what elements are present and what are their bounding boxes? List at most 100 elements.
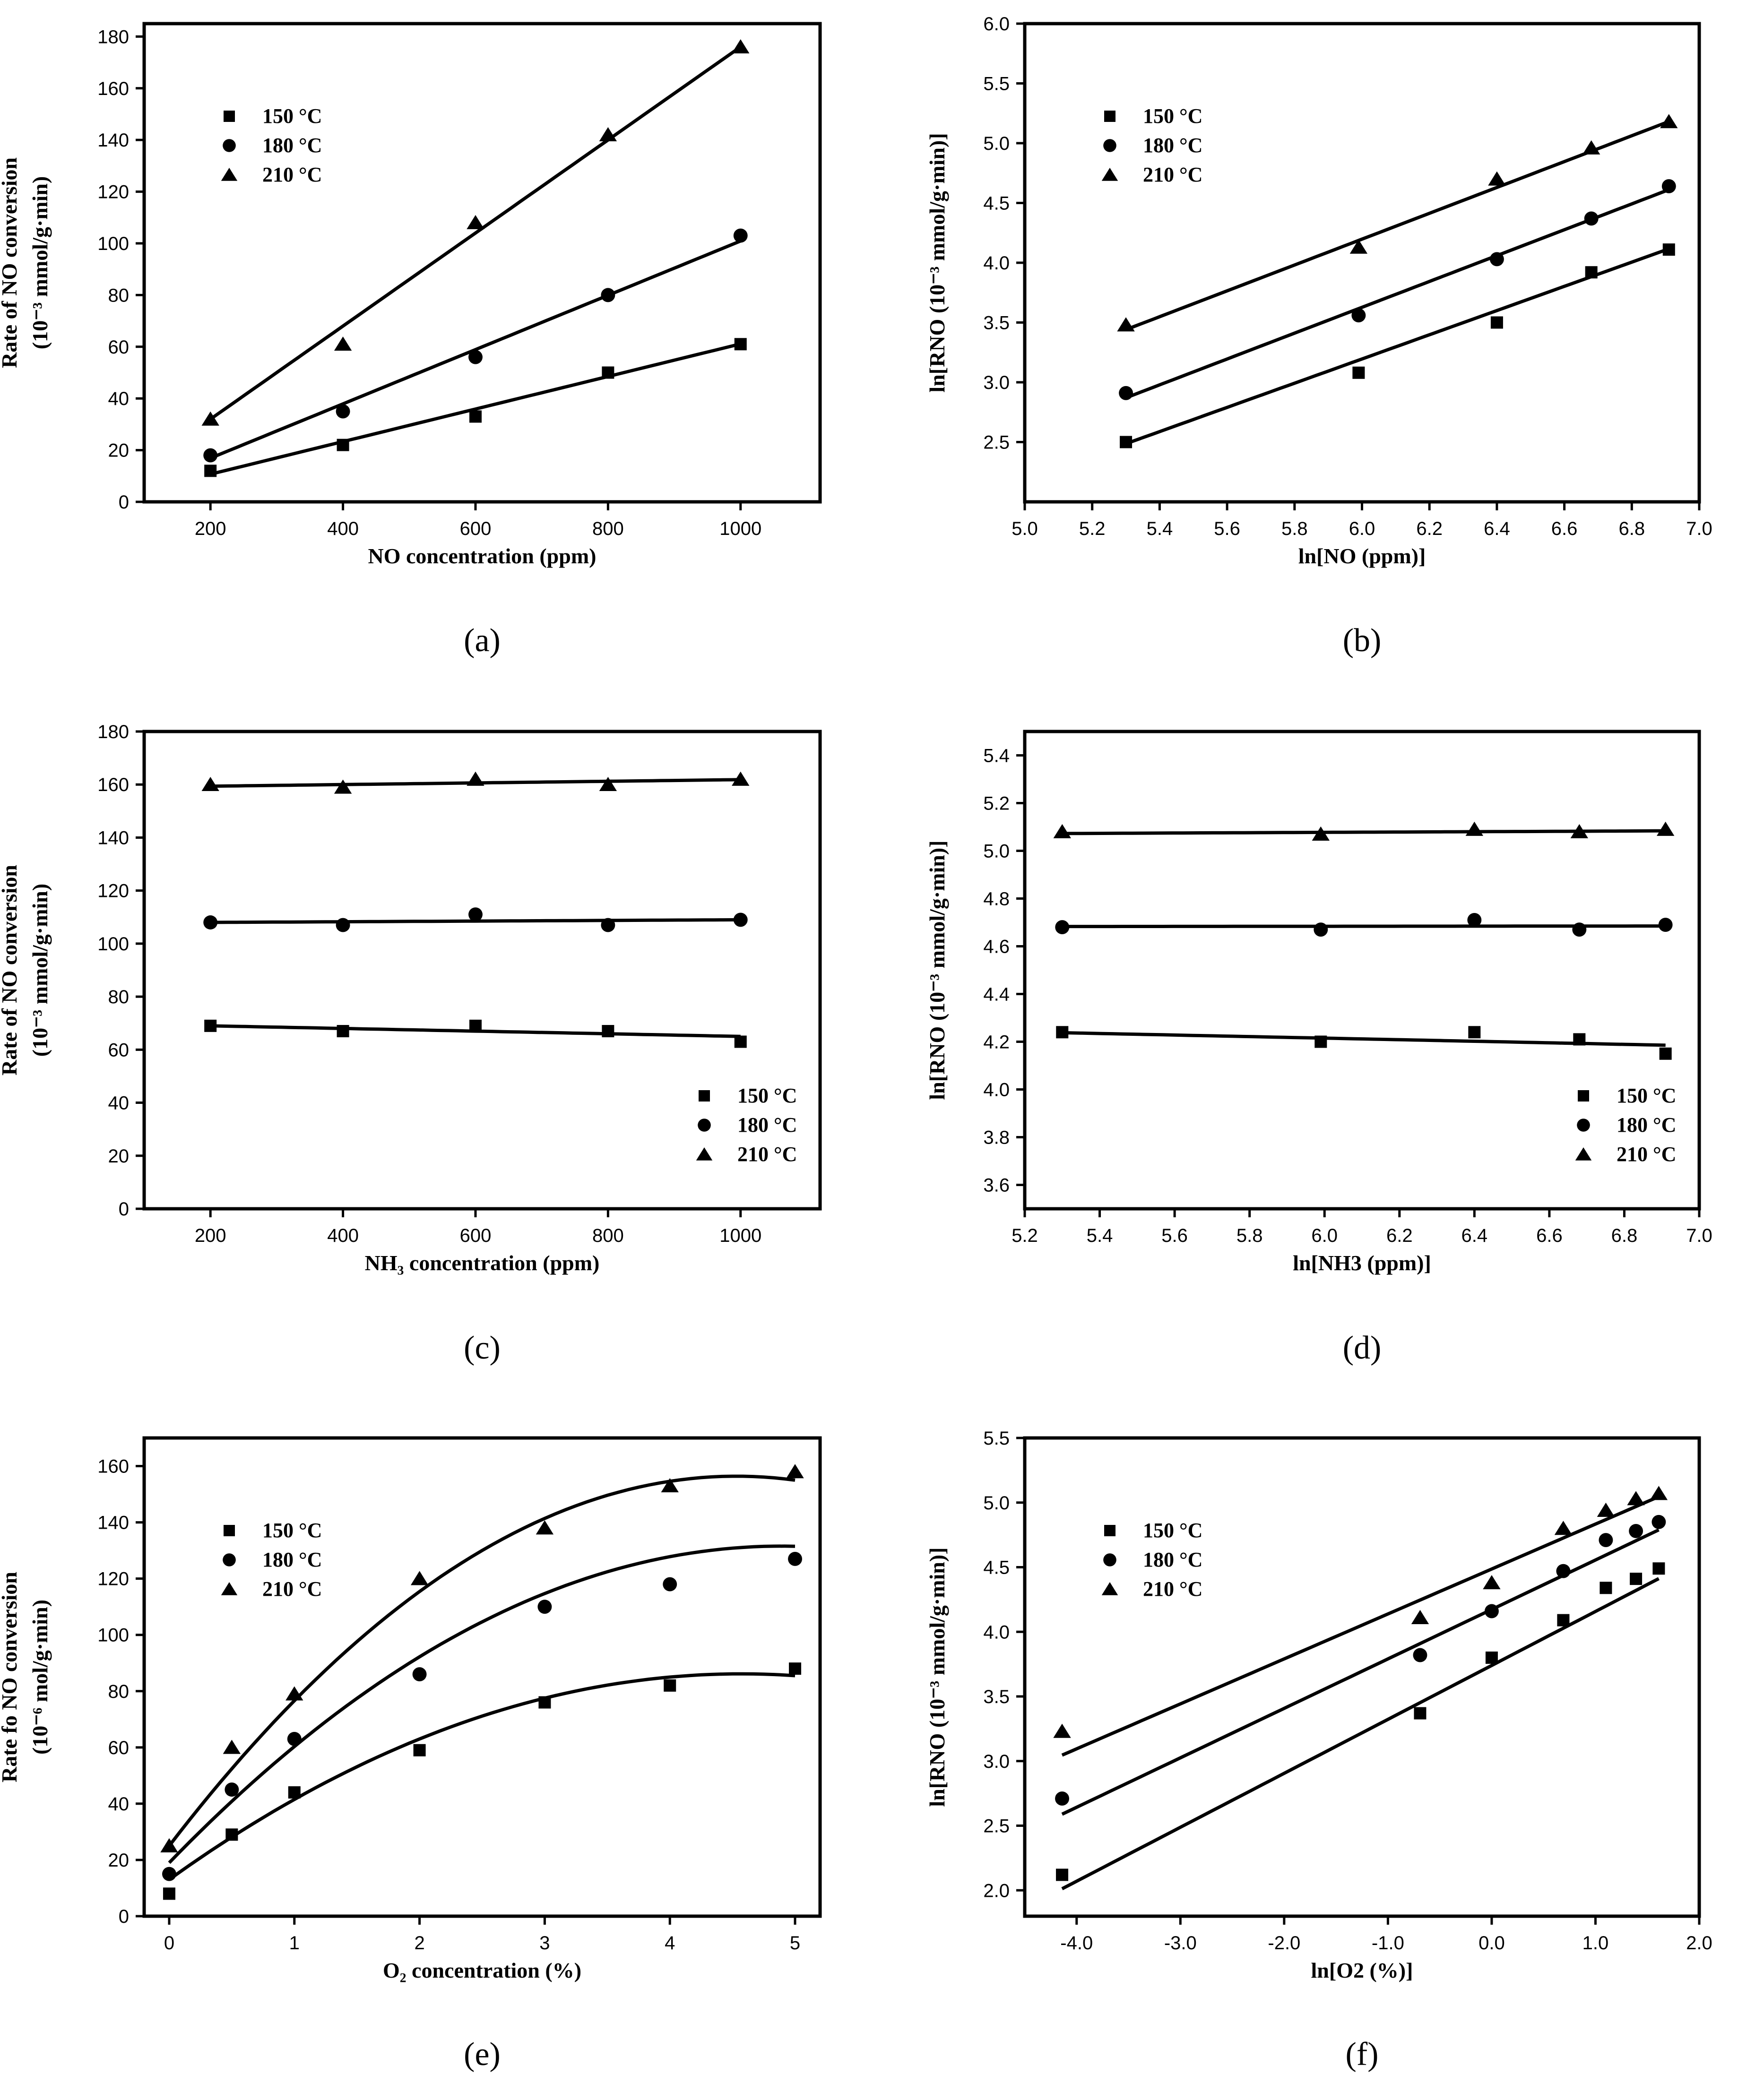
y-tick-label: 5.0 bbox=[983, 841, 1010, 862]
fit-line bbox=[1061, 1577, 1660, 1891]
plot-frame bbox=[142, 22, 822, 504]
data-point bbox=[204, 1019, 217, 1032]
legend-label: 150 °C bbox=[1143, 1519, 1202, 1542]
legend-label: 150 °C bbox=[737, 1084, 797, 1107]
data-point bbox=[334, 336, 352, 351]
legend: 150 °C 180 °C 210 °C bbox=[696, 1084, 797, 1166]
plot-frame bbox=[1023, 1436, 1701, 1918]
data-point bbox=[601, 288, 615, 302]
legend-marker bbox=[699, 1090, 710, 1102]
data-point bbox=[601, 918, 615, 932]
y-tick-label: 4.4 bbox=[983, 984, 1010, 1005]
data-point bbox=[201, 776, 219, 792]
y-tick-label: 0 bbox=[119, 1906, 129, 1927]
data-point bbox=[1411, 1609, 1429, 1624]
legend-label: 210 °C bbox=[1617, 1143, 1676, 1166]
data-point bbox=[1055, 920, 1070, 935]
series-1 bbox=[162, 1544, 802, 1881]
legend-marker bbox=[224, 111, 235, 122]
x-tick-label: 5.2 bbox=[1012, 1225, 1038, 1246]
legend-marker bbox=[1103, 139, 1116, 152]
data-point bbox=[1660, 114, 1678, 129]
series-2 bbox=[1053, 821, 1675, 841]
x-tick-label: 5.2 bbox=[1079, 518, 1106, 539]
data-point bbox=[1053, 1723, 1071, 1738]
y-axis-label: Rate fo NO conversion bbox=[0, 1572, 21, 1782]
legend-label: 210 °C bbox=[737, 1143, 797, 1166]
data-point bbox=[412, 1667, 427, 1681]
x-axis-label: ln[O2 (%)] bbox=[1311, 1958, 1413, 1982]
series-1 bbox=[1055, 1515, 1666, 1816]
data-point bbox=[1572, 922, 1587, 937]
data-point bbox=[1557, 1614, 1570, 1627]
data-point bbox=[1467, 913, 1482, 927]
y-tick-label: 5.4 bbox=[983, 746, 1010, 766]
data-point bbox=[1597, 1502, 1615, 1517]
y-tick-label: 5.0 bbox=[983, 133, 1010, 154]
legend-marker bbox=[1103, 1553, 1116, 1566]
data-point bbox=[734, 338, 747, 351]
x-tick-label: 5.8 bbox=[1281, 518, 1308, 539]
y-tick-label: 2.5 bbox=[983, 432, 1010, 453]
data-point bbox=[538, 1696, 551, 1709]
x-tick-label: 1 bbox=[289, 1933, 300, 1954]
panel-label: (f) bbox=[1346, 2036, 1379, 2073]
data-point bbox=[599, 127, 617, 142]
data-point bbox=[467, 771, 484, 786]
legend-marker bbox=[1101, 1582, 1118, 1595]
y-tick-label: 180 bbox=[97, 26, 129, 47]
legend-label: 180 °C bbox=[1617, 1113, 1676, 1136]
y-tick-label: 5.2 bbox=[983, 793, 1010, 814]
y-tick-label: 4.8 bbox=[983, 889, 1010, 910]
data-point bbox=[1630, 1573, 1643, 1585]
legend: 150 °C 180 °C 210 °C bbox=[1101, 1519, 1202, 1601]
fit-line bbox=[168, 1672, 796, 1881]
legend-marker bbox=[221, 168, 238, 181]
y-tick-label: 60 bbox=[108, 1738, 130, 1758]
x-tick-label: 600 bbox=[460, 518, 492, 539]
data-point bbox=[336, 918, 350, 932]
data-point bbox=[734, 1035, 747, 1048]
data-point bbox=[337, 439, 349, 451]
data-point bbox=[1584, 211, 1599, 226]
data-point bbox=[203, 448, 218, 463]
y-axis-label: ln[RNO (10⁻³ mmol/g·min)] bbox=[925, 133, 949, 392]
fit-line bbox=[209, 45, 742, 421]
x-tick-label: 7.0 bbox=[1686, 518, 1712, 539]
x-tick-label: 1000 bbox=[719, 1225, 761, 1246]
data-point bbox=[1056, 1868, 1069, 1881]
data-point bbox=[1349, 239, 1368, 254]
chart-b: 5.0 5.2 5.4 5.6 5.8 6.0 6.2 6.4 6.6 6.8 7.0 2.5 3.0 3… bbox=[925, 14, 1712, 659]
fit-line bbox=[1062, 1031, 1666, 1047]
x-axis-label: NO concentration (ppm) bbox=[368, 544, 597, 568]
series-2 bbox=[1053, 1486, 1668, 1757]
x-tick-label: 5.0 bbox=[1012, 518, 1038, 539]
y-tick-label: 60 bbox=[108, 337, 130, 358]
y-tick-label: 4.0 bbox=[983, 253, 1010, 274]
data-point bbox=[1351, 308, 1366, 323]
data-point bbox=[537, 1600, 552, 1614]
data-point bbox=[536, 1520, 554, 1535]
data-point bbox=[1119, 386, 1133, 400]
x-tick-label: 600 bbox=[460, 1225, 492, 1246]
data-point bbox=[223, 1739, 241, 1754]
x-tick-label: -1.0 bbox=[1372, 1933, 1404, 1954]
series-1 bbox=[1055, 913, 1673, 937]
data-point bbox=[1652, 1515, 1666, 1529]
y-axis-label: ln[RNO (10⁻³ mmol/g·min)] bbox=[925, 1547, 949, 1807]
legend: 150 °C 180 °C 210 °C bbox=[1575, 1084, 1676, 1166]
y-tick-label: 3.8 bbox=[983, 1127, 1010, 1148]
series-2 bbox=[201, 771, 750, 794]
x-tick-label: 5.8 bbox=[1236, 1225, 1263, 1246]
y-tick-label: 120 bbox=[97, 1569, 129, 1590]
x-tick-label: 5 bbox=[790, 1933, 800, 1954]
data-point bbox=[733, 912, 748, 927]
legend-marker bbox=[1578, 1090, 1589, 1102]
x-tick-label: 200 bbox=[195, 518, 226, 539]
series-0 bbox=[1056, 1026, 1672, 1060]
data-point bbox=[288, 1786, 301, 1799]
legend-marker bbox=[1577, 1119, 1590, 1132]
y-axis-label: Rate of NO conversion bbox=[0, 157, 21, 368]
x-tick-label: 5.6 bbox=[1161, 1225, 1188, 1246]
